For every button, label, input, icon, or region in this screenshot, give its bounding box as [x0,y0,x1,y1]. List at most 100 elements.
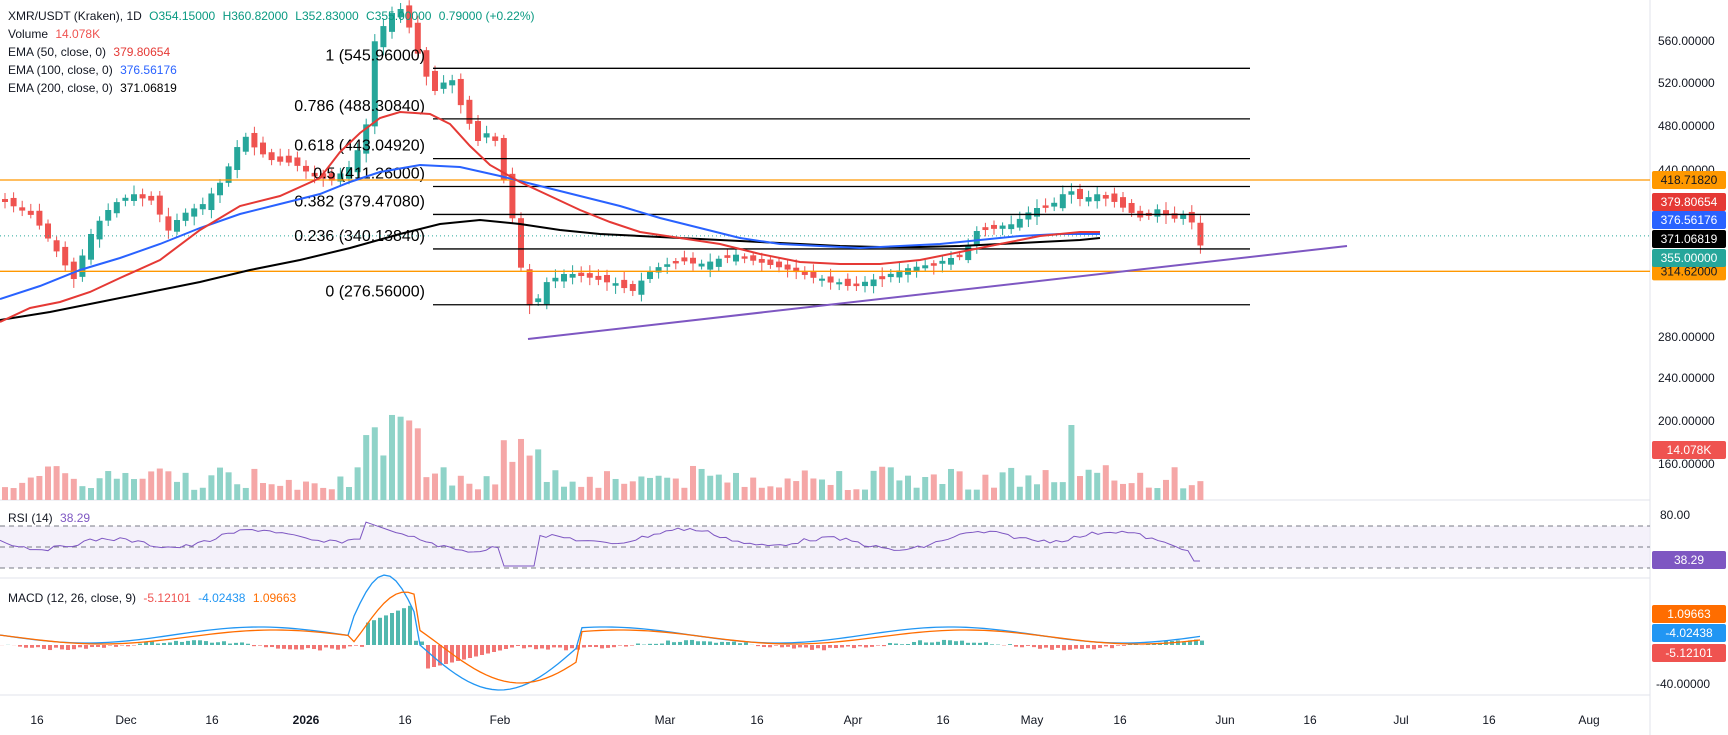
fib-levels: 1 (545.96000) 0.786 (488.30840) 0.618 (443… [294,47,1250,306]
macd-hist-bar [294,645,298,650]
volume-bar-0 [2,487,8,500]
rsi-tag-box [1652,551,1726,569]
macd-hist-bar [432,645,436,667]
volume-bar-92 [793,481,800,500]
ascending-trend-line [527,245,1348,340]
macd-hist-bar [936,641,940,645]
price-tick-4: 280.00000 [1658,330,1715,344]
fib-label-6: 0 (276.56000) [325,284,425,301]
volume-bar-32 [277,485,284,500]
macd-hist-bar [534,645,538,650]
macd-hist-bar [1056,645,1060,648]
candle-body-5 [45,223,51,239]
candle-body-124 [1068,191,1075,195]
macd-hist-bar [1104,645,1108,647]
candle-body-112 [965,245,972,261]
macd-hist-bar [342,645,346,649]
macd-hist-bar [402,608,406,645]
candle-body-13 [113,202,120,214]
price-tick-6: 200.00000 [1658,414,1715,428]
volume-bar-25 [217,467,223,500]
macd-hist-bar [1200,640,1204,645]
volume-bar-127 [1094,472,1101,500]
volume-bar-136 [1171,467,1178,500]
macd-hist-bar [84,645,88,649]
candle-body-109 [939,260,946,264]
candle-body-104 [896,270,903,278]
macd-hist-bar [468,645,472,658]
macd-hist-bar [828,645,832,648]
macd-hist-bar [1098,645,1102,648]
volume-bar-22 [191,489,198,500]
legend-macd-signal-value: -4.02438 [198,591,246,605]
macd-hist-bar [378,617,382,645]
legend-macd: MACD (12, 26, close, 9) -5.12101 -4.0243… [8,589,296,607]
macd-hist-bar [582,645,586,648]
volume-bar-71 [612,478,619,500]
volume-bar-15 [131,479,137,500]
macd-hist-bar [150,641,154,645]
volume-bar-138 [1188,485,1195,500]
volume-bar-26 [225,472,232,500]
macd-hist-bar [672,642,676,645]
macd-hist-bar [486,645,490,654]
macd-hist-bar [420,641,424,645]
candle-body-30 [260,142,266,155]
volume-bar-23 [199,487,206,500]
legend-close: C355.00000 [366,9,432,23]
volume-bar-39 [337,476,344,500]
volume-bar-107 [922,477,929,500]
legend-macd-label: MACD (12, 26, close, 9) [8,591,137,605]
macd-hist-bar [522,645,526,649]
macd-hist-bar [1038,645,1042,649]
legend-rsi: RSI (14) 38.29 [8,509,90,527]
legend-ema200-label: EMA (200, close, 0) [8,81,113,95]
legend-volume-value: 14.078K [55,27,101,41]
macd-hist-bar [474,645,478,657]
volume-bar-125 [1077,476,1083,500]
macd-hist-bar [570,645,574,649]
legend-low: L352.83000 [295,9,359,23]
volume-bar-129 [1111,480,1118,500]
volume-bar-82 [707,475,714,500]
volume-bar-64 [552,470,559,500]
macd-hist-bar [438,645,442,666]
candle-body-106 [913,266,920,271]
macd-hist-bar [924,642,928,645]
fib-label-2: 0.618 (443.04920) [294,138,425,155]
macd-hist-bar [36,645,40,648]
legend-ema50-label: EMA (50, close, 0) [8,45,107,59]
macd-hist-bar [168,642,172,645]
volume-bar-27 [234,484,241,500]
price-tick-7: 160.00000 [1658,457,1715,471]
time-tick-5: Feb [490,713,511,727]
candle-body-96 [827,276,834,283]
candle-body-102 [879,276,886,280]
volume-bar-45 [389,414,395,500]
macd-hist-bar [252,645,256,647]
candle-body-79 [681,257,688,262]
macd-hist-bar [492,645,496,652]
volume-bar-89 [767,486,774,500]
macd-hist-bar [948,640,952,645]
time-tick-15: 16 [1482,713,1496,727]
macd-hist-bar [114,645,118,647]
volume-bar-74 [638,476,645,500]
macd-hist-bar [912,641,916,645]
macd-hist-bar [876,645,880,646]
macd-hist-bar [708,641,712,645]
volume-bar-106 [913,487,920,500]
candle-body-75 [647,272,653,280]
rsi-tick-0: 80.00 [1660,508,1690,522]
candle-body-126 [1085,197,1092,202]
legend-ema100-label: EMA (100, close, 0) [8,63,113,77]
volume-bar-29 [251,468,258,500]
macd-hist-bar [426,645,430,669]
candle-body-18 [156,195,163,215]
rsi-tag-text: 38.29 [1674,553,1704,567]
macd-hist-bar [588,645,592,647]
candle-body-17 [148,195,155,201]
candle-body-25 [217,182,223,196]
volume-bar-96 [827,484,834,500]
